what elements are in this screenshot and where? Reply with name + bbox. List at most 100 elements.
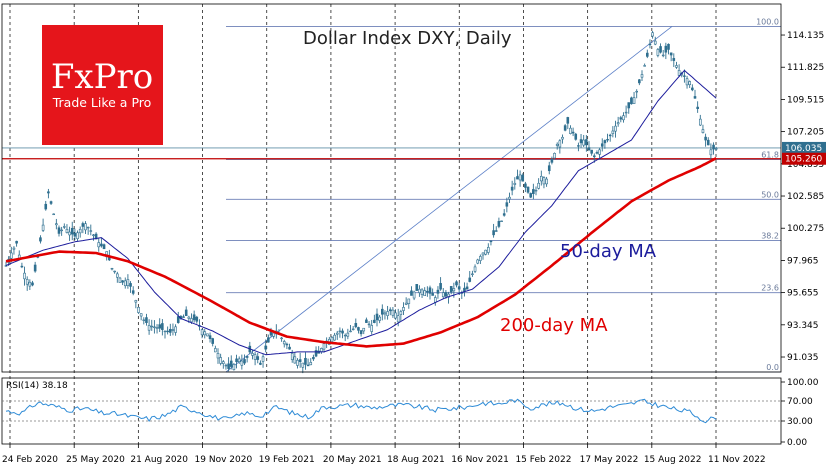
candle-body (380, 308, 384, 315)
candle-body (229, 360, 233, 367)
candle-body (622, 115, 625, 121)
candle-body (433, 297, 437, 303)
candle-body (412, 291, 416, 299)
candle-body (465, 286, 469, 290)
candle-body (97, 242, 101, 248)
candle-body (373, 319, 376, 323)
candle-body (121, 280, 124, 283)
candle-body (505, 202, 509, 207)
candle-body (253, 354, 257, 360)
candle-body (627, 102, 631, 109)
candle-body (357, 327, 360, 331)
candle-body (251, 353, 254, 356)
candle-body (62, 226, 66, 228)
current-price-badge (782, 141, 826, 154)
fib-label: 50.0 (761, 190, 779, 199)
level-text: 105.260 (785, 155, 822, 165)
candle-body (52, 213, 56, 216)
y-tick-label: 91.035 (787, 353, 819, 363)
candle-body (190, 318, 193, 323)
x-tick-label: 11 Nov 2022 (708, 455, 766, 465)
candle-body (473, 266, 477, 272)
y-tick-label: 102.585 (787, 192, 824, 202)
candle-body (288, 346, 291, 350)
fxpro-logo: FxPro Trade Like a Pro (42, 25, 163, 145)
candle-body (195, 316, 199, 322)
candle-body (486, 247, 490, 253)
candle-body (396, 315, 400, 323)
candle-body (118, 277, 122, 283)
candle-body (569, 127, 572, 134)
candle-body (410, 290, 413, 296)
candle-body (508, 196, 511, 200)
candle-body (49, 201, 53, 204)
candle-body (76, 232, 79, 240)
fibonacci-trendline (225, 26, 673, 373)
candle-body (418, 288, 421, 293)
rsi-tick-label: 30.00 (787, 417, 813, 427)
candle-body (426, 290, 429, 293)
candle-body (391, 309, 395, 316)
candle-body (709, 149, 713, 156)
candle-body (616, 122, 620, 125)
candle-body (449, 286, 453, 293)
candle-body (370, 325, 374, 332)
candle-body (57, 227, 61, 234)
rsi-label: RSI(14) 38.18 (6, 381, 68, 391)
rsi-tick-label: 70.00 (787, 397, 813, 407)
rsi-panel: RSI(14) 38.18 100.00 70.00 30.00 0.00 (1, 377, 819, 448)
candle-body (587, 147, 591, 151)
candle-body (259, 362, 262, 365)
candle-body (100, 243, 103, 247)
candle-body (439, 283, 442, 290)
rsi-tick-label: 0.00 (787, 438, 807, 448)
fib-label: 0.0 (766, 363, 779, 372)
y-tick-label: 100.275 (787, 224, 824, 234)
trendline (225, 26, 673, 373)
x-tick-label: 16 Nov 2021 (451, 455, 509, 465)
candle-body (704, 136, 707, 141)
y-tick-label: 109.515 (787, 95, 824, 105)
y-tick-label: 95.655 (787, 289, 819, 299)
y-tick-label: 97.965 (787, 256, 819, 266)
x-tick-label: 15 Aug 2022 (644, 455, 702, 465)
candle-body (161, 323, 164, 330)
candle-body (640, 74, 644, 78)
candle-body (280, 337, 283, 340)
x-tick-label: 15 Feb 2022 (515, 455, 571, 465)
candle-body (359, 330, 363, 335)
candle-body (659, 46, 662, 53)
candle-body (455, 281, 458, 286)
candle-body (638, 79, 641, 84)
candle-body (476, 259, 480, 264)
candle-body (150, 325, 154, 328)
candle-body (441, 292, 445, 298)
candle-body (33, 264, 37, 272)
price-candles (4, 31, 718, 374)
ma-labels: 50-day MA 200-day MA (500, 241, 657, 336)
ma50-label: 50-day MA (560, 241, 657, 262)
candle-body (516, 176, 519, 180)
x-tick-label: 17 May 2022 (580, 455, 639, 465)
candle-body (574, 133, 578, 140)
candle-body (166, 330, 169, 333)
y-tick-label: 107.205 (787, 128, 824, 138)
candle-body (123, 280, 127, 287)
candle-body (296, 359, 299, 366)
candle-body (351, 328, 355, 331)
candle-body (25, 279, 29, 285)
candle-body (651, 32, 654, 37)
moving-averages (5, 69, 717, 356)
candle-body (94, 233, 98, 240)
candle-body (553, 152, 556, 159)
x-tick-label: 20 May 2021 (323, 455, 382, 465)
candle-body (653, 40, 657, 45)
candle-body (102, 244, 106, 250)
x-tick-label: 25 May 2020 (66, 455, 125, 465)
candle-body (55, 223, 58, 226)
candle-body (147, 325, 151, 331)
axes: 114.135 111.825 109.515 107.205 104.895 102.5… (1, 3, 826, 373)
candle-body (89, 230, 93, 232)
candle-body (643, 65, 646, 67)
candle-body (457, 286, 461, 290)
